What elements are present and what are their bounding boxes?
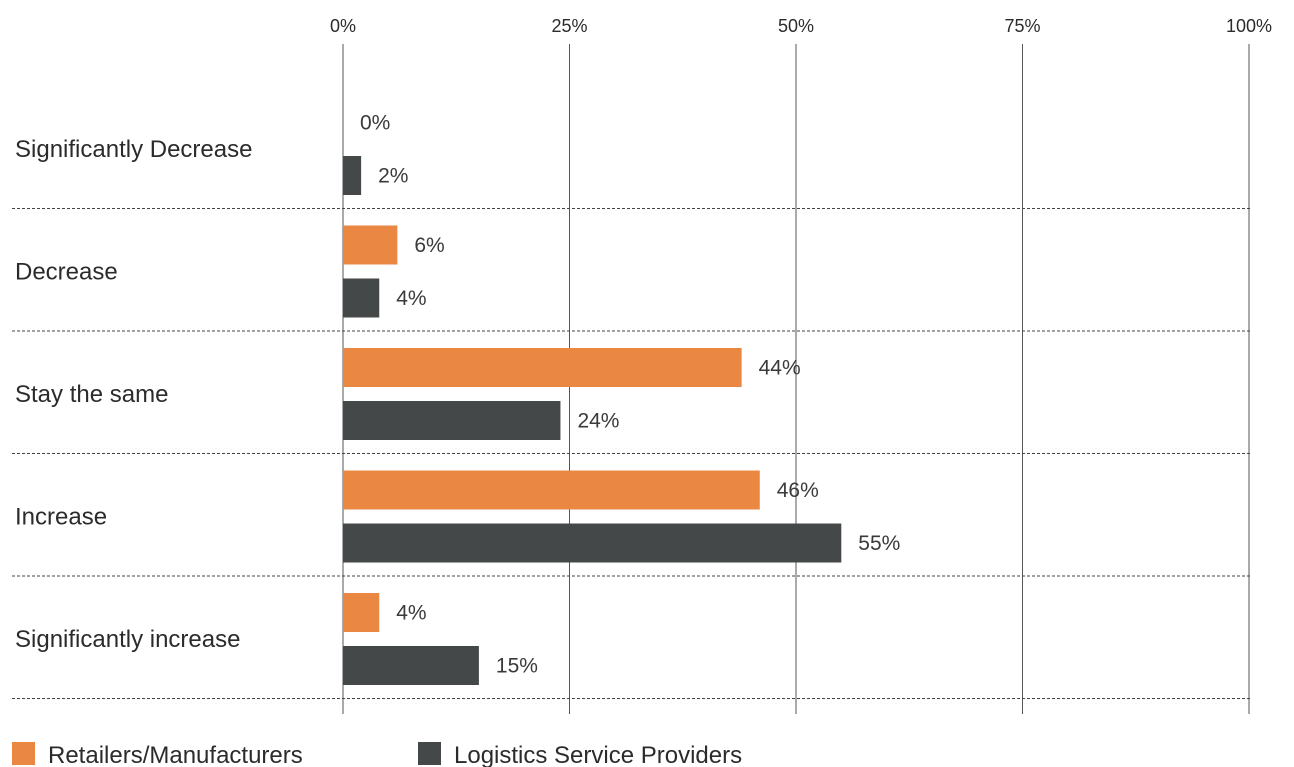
bar: [343, 278, 380, 318]
category-label: Increase: [15, 504, 107, 531]
bar: [343, 156, 362, 195]
bar: [343, 225, 398, 265]
label-layer: 0% 25% 50% 75% 100% Significantly Decrease 0% 2…: [15, 16, 1272, 678]
data-label: 6%: [414, 234, 444, 257]
bar: [343, 593, 380, 632]
bar: [343, 401, 561, 440]
bar: [343, 348, 742, 387]
separator-layer: [12, 208, 1250, 699]
data-label: 44%: [759, 357, 801, 380]
bar: [343, 646, 479, 685]
bar: [343, 523, 842, 563]
legend-label: Logistics Service Providers: [454, 742, 742, 767]
legend-swatch: [12, 742, 35, 765]
x-tick-label: 25%: [551, 16, 587, 36]
bar: [343, 470, 760, 510]
x-tick-label: 0%: [330, 16, 356, 36]
category-label: Decrease: [15, 259, 118, 286]
x-tick-label: 100%: [1226, 16, 1272, 36]
legend-swatch: [418, 742, 441, 765]
data-label: 24%: [577, 410, 619, 433]
data-label: 4%: [396, 287, 426, 310]
category-label: Significantly increase: [15, 626, 240, 653]
legend: Retailers/Manufacturers Logistics Service…: [12, 742, 742, 767]
data-label: 0%: [360, 112, 390, 135]
data-label: 2%: [378, 165, 408, 188]
x-tick-label: 75%: [1004, 16, 1040, 36]
data-label: 15%: [496, 655, 538, 678]
legend-label: Retailers/Manufacturers: [48, 742, 303, 767]
data-label: 55%: [858, 532, 900, 555]
x-tick-label: 50%: [778, 16, 814, 36]
data-label: 46%: [777, 479, 819, 502]
category-label: Significantly Decrease: [15, 136, 252, 163]
bar-layer: [343, 156, 842, 685]
data-label: 4%: [396, 602, 426, 625]
category-label: Stay the same: [15, 381, 168, 408]
